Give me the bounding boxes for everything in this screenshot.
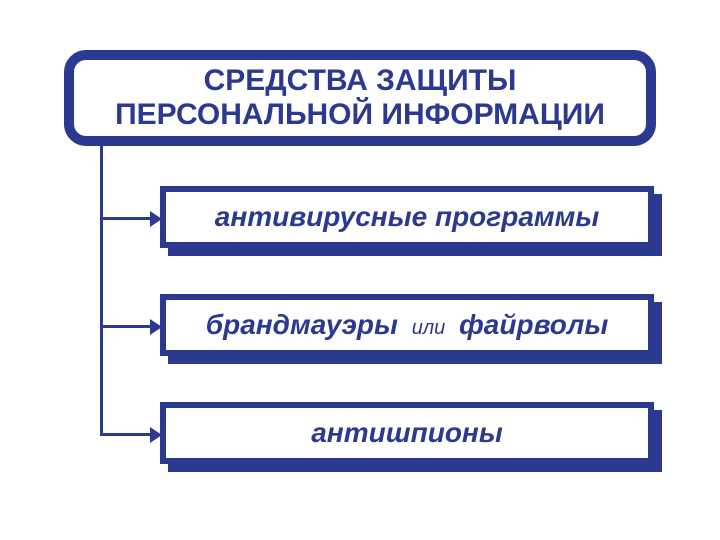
firewall-or-word: или — [406, 317, 452, 339]
child-text-firewall: брандмауэры или файрволы — [206, 309, 608, 341]
connector-branch-0 — [100, 217, 150, 220]
child-box-antispy: антишпионы — [160, 402, 654, 464]
child-box-antivirus: антивирусные программы — [160, 186, 654, 248]
arrow-icon-0 — [150, 211, 162, 227]
connector-branch-2 — [100, 433, 150, 436]
child-box-firewall: брандмауэры или файрволы — [160, 294, 654, 356]
firewall-word2: файрволы — [459, 309, 608, 340]
header-text: СРЕДСТВА ЗАЩИТЫ ПЕРСОНАЛЬНОЙ ИНФОРМАЦИИ — [74, 64, 646, 133]
arrow-icon-1 — [150, 319, 162, 335]
connector-trunk — [100, 146, 103, 436]
firewall-word1: брандмауэры — [206, 309, 398, 340]
arrow-icon-2 — [150, 427, 162, 443]
child-text-antivirus: антивирусные программы — [215, 201, 599, 233]
header-box: СРЕДСТВА ЗАЩИТЫ ПЕРСОНАЛЬНОЙ ИНФОРМАЦИИ — [64, 50, 656, 146]
child-text-antispy: антишпионы — [311, 417, 503, 449]
connector-branch-1 — [100, 325, 150, 328]
